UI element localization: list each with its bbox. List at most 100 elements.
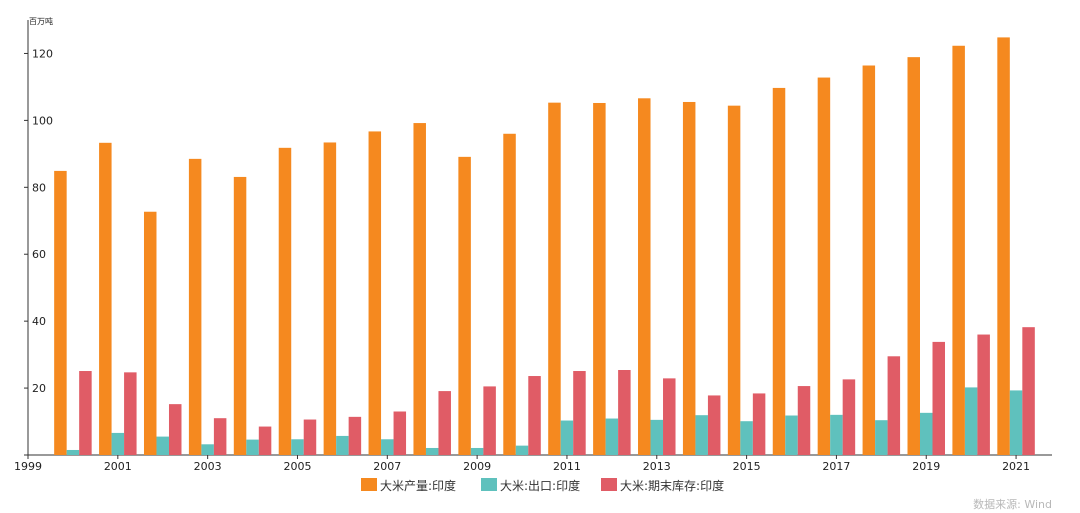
x-tick-label: 2021	[1002, 460, 1030, 473]
bar-ending-stock-2001[interactable]	[124, 372, 137, 455]
bar-export-2002[interactable]	[156, 436, 169, 455]
bar-production-2004[interactable]	[233, 176, 247, 455]
legend: 大米产量:印度 大米:出口:印度 大米:期末库存:印度	[361, 478, 724, 493]
bar-export-2000[interactable]	[66, 449, 80, 455]
x-tick-label: 2005	[283, 460, 311, 473]
bar-production-2009[interactable]	[458, 156, 471, 455]
bar-production-2013[interactable]	[638, 98, 651, 456]
bar-production-2019[interactable]	[907, 57, 920, 456]
legend-item-export[interactable]: 大米:出口:印度	[481, 478, 580, 493]
bar-ending-stock-2013[interactable]	[663, 378, 676, 455]
legend-item-ending-stock[interactable]: 大米:期末库存:印度	[601, 478, 724, 493]
bar-export-2016[interactable]	[785, 415, 798, 455]
bar-ending-stock-2012[interactable]	[618, 370, 631, 455]
bar-production-2018[interactable]	[862, 65, 876, 455]
bar-ending-stock-2016[interactable]	[797, 386, 811, 455]
x-tick-label: 2019	[912, 460, 940, 473]
legend-swatch-export	[481, 478, 497, 491]
bar-production-2006[interactable]	[323, 142, 337, 455]
y-axis-unit-label: 百万吨	[29, 16, 53, 26]
bar-production-2020[interactable]	[952, 45, 965, 456]
bar-production-2015[interactable]	[727, 105, 741, 456]
bar-ending-stock-2019[interactable]	[932, 341, 945, 455]
bar-ending-stock-2021[interactable]	[1022, 327, 1035, 455]
x-tick-label: 2013	[643, 460, 671, 473]
bar-export-2017[interactable]	[830, 414, 843, 455]
bar-ending-stock-2017[interactable]	[842, 379, 856, 455]
bar-export-2013[interactable]	[650, 419, 664, 455]
bar-ending-stock-2010[interactable]	[528, 376, 541, 455]
x-ticks: 1999 2001 2003 2005 2007 2009 2011 2013 2015 2017…	[14, 455, 1030, 473]
bars	[54, 37, 1035, 456]
bar-production-2016[interactable]	[772, 87, 786, 455]
bar-production-2017[interactable]	[817, 77, 831, 456]
source-label: 数据来源: Wind	[973, 497, 1052, 511]
bar-ending-stock-2003[interactable]	[213, 418, 227, 455]
bar-production-2014[interactable]	[682, 101, 696, 455]
y-tick-label: 40	[32, 315, 46, 328]
bar-ending-stock-2006[interactable]	[348, 416, 362, 455]
legend-label-production: 大米产量:印度	[380, 478, 456, 493]
bar-ending-stock-2004[interactable]	[258, 426, 272, 455]
bar-export-2020[interactable]	[964, 387, 978, 455]
bar-production-2003[interactable]	[188, 158, 202, 455]
bar-ending-stock-2014[interactable]	[707, 395, 721, 455]
bar-export-2012[interactable]	[605, 418, 619, 455]
bar-export-2011[interactable]	[560, 420, 574, 455]
bar-production-2002[interactable]	[143, 211, 157, 455]
x-tick-label: 2011	[553, 460, 581, 473]
legend-swatch-production	[361, 478, 377, 491]
x-tick-label: 1999	[14, 460, 42, 473]
y-tick-label: 120	[32, 47, 53, 60]
bar-ending-stock-2009[interactable]	[483, 386, 496, 455]
bar-export-2014[interactable]	[695, 415, 708, 455]
bar-production-2005[interactable]	[278, 147, 292, 456]
bar-ending-stock-2005[interactable]	[303, 419, 317, 455]
bar-export-2004[interactable]	[246, 439, 259, 455]
y-tick-label: 80	[32, 181, 46, 194]
bar-export-2005[interactable]	[291, 439, 304, 455]
bar-export-2008[interactable]	[425, 447, 439, 455]
x-tick-label: 2009	[463, 460, 491, 473]
bar-ending-stock-2020[interactable]	[977, 334, 990, 455]
x-tick-label: 2007	[373, 460, 401, 473]
bar-export-2021[interactable]	[1009, 390, 1023, 455]
bar-production-2021[interactable]	[997, 37, 1010, 456]
bar-production-2007[interactable]	[368, 131, 382, 455]
bar-export-2006[interactable]	[336, 435, 349, 455]
y-axis: 百万吨	[27, 16, 53, 455]
bar-export-2018[interactable]	[875, 420, 888, 455]
bar-export-2010[interactable]	[515, 445, 529, 455]
bar-ending-stock-2007[interactable]	[393, 411, 407, 456]
bar-ending-stock-2002[interactable]	[168, 404, 182, 455]
bar-ending-stock-2000[interactable]	[79, 371, 92, 455]
legend-swatch-ending-stock	[601, 478, 617, 491]
bar-ending-stock-2011[interactable]	[573, 371, 586, 455]
bar-ending-stock-2015[interactable]	[752, 393, 766, 455]
bar-production-2011[interactable]	[548, 102, 561, 456]
y-tick-label: 20	[32, 382, 46, 395]
bar-production-2012[interactable]	[593, 102, 606, 455]
bar-ending-stock-2018[interactable]	[887, 356, 901, 455]
bar-production-2010[interactable]	[503, 133, 516, 455]
bar-production-2008[interactable]	[413, 123, 426, 456]
x-tick-label: 2015	[733, 460, 761, 473]
bar-production-2000[interactable]	[54, 170, 67, 455]
bar-export-2009[interactable]	[470, 447, 484, 455]
y-tick-label: 100	[32, 114, 53, 127]
y-tick-label: 60	[32, 248, 46, 261]
legend-label-export: 大米:出口:印度	[500, 478, 580, 493]
x-tick-label: 2003	[194, 460, 222, 473]
bar-export-2019[interactable]	[919, 412, 933, 455]
legend-label-ending-stock: 大米:期末库存:印度	[620, 478, 724, 493]
legend-item-production[interactable]: 大米产量:印度	[361, 478, 456, 493]
bar-export-2001[interactable]	[111, 432, 125, 455]
bar-export-2015[interactable]	[740, 421, 753, 455]
y-ticks: 20 40 60 80 100 120	[24, 47, 53, 456]
x-tick-label: 2017	[822, 460, 850, 473]
bar-production-2001[interactable]	[99, 142, 112, 456]
bar-ending-stock-2008[interactable]	[438, 391, 451, 455]
bar-export-2003[interactable]	[201, 444, 214, 455]
bar-export-2007[interactable]	[381, 439, 394, 455]
